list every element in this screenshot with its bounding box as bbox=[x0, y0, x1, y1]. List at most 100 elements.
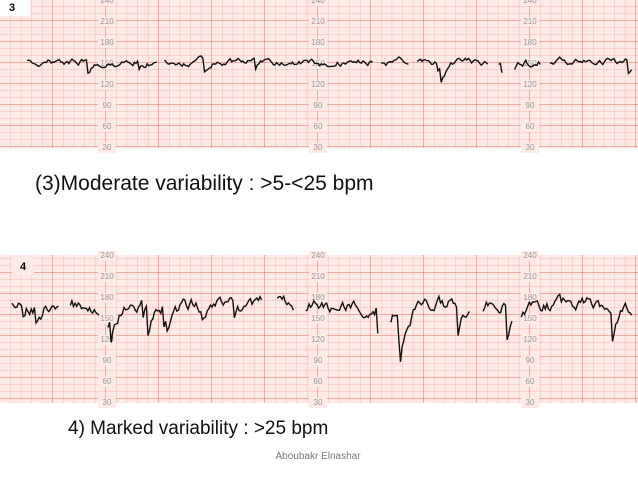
scale-bg bbox=[309, 251, 327, 261]
scale-label: 240 bbox=[100, 0, 114, 5]
scale-bg bbox=[309, 101, 327, 111]
scale-bg bbox=[521, 398, 539, 408]
scale-label: 60 bbox=[526, 122, 535, 131]
scale-bg bbox=[309, 272, 327, 282]
scale-bg bbox=[521, 0, 539, 6]
scale-label: 120 bbox=[311, 80, 325, 89]
scale-bg bbox=[309, 143, 327, 153]
scale-label: 210 bbox=[311, 272, 325, 281]
scale-bg bbox=[309, 80, 327, 90]
scale-bg bbox=[521, 293, 539, 303]
scale-bg bbox=[98, 377, 116, 387]
scale-label: 30 bbox=[526, 143, 535, 152]
scale-label: 150 bbox=[311, 314, 325, 323]
scale-bg bbox=[309, 38, 327, 48]
scale-bg bbox=[98, 356, 116, 366]
scale-label: 120 bbox=[100, 335, 114, 344]
scale-label: 30 bbox=[526, 398, 535, 407]
scale-bg bbox=[521, 356, 539, 366]
scale-bg bbox=[309, 0, 327, 6]
author: Aboubakr Elnashar bbox=[275, 451, 361, 462]
scale-label: 120 bbox=[523, 335, 537, 344]
scale-bg bbox=[98, 143, 116, 153]
traces: 240 210 180 150 120 90 60 30 240 210 180 150 120 90 60… bbox=[11, 0, 633, 408]
scale-label: 180 bbox=[100, 293, 114, 302]
scale-bg bbox=[98, 80, 116, 90]
scale-label: 210 bbox=[311, 17, 325, 26]
fhr-trace bbox=[11, 293, 633, 362]
scale-label: 240 bbox=[523, 0, 537, 5]
scale-label: 150 bbox=[100, 59, 114, 68]
scale-bg bbox=[521, 377, 539, 387]
scale-bg bbox=[98, 17, 116, 27]
scale-label: 180 bbox=[311, 38, 325, 47]
scale-label: 180 bbox=[523, 293, 537, 302]
scale-bg bbox=[309, 377, 327, 387]
scale-label: 120 bbox=[523, 80, 537, 89]
scale-bg bbox=[98, 101, 116, 111]
scale-label: 210 bbox=[100, 17, 114, 26]
strip-label: 3 bbox=[9, 2, 15, 14]
scale-bg bbox=[98, 0, 116, 6]
scale-bg bbox=[521, 17, 539, 27]
scale-bg bbox=[521, 101, 539, 111]
fhr-trace bbox=[26, 55, 633, 83]
scale-bg bbox=[521, 38, 539, 48]
scale-bg bbox=[521, 59, 539, 69]
scale-label: 90 bbox=[526, 356, 535, 365]
scale-label: 210 bbox=[523, 17, 537, 26]
scale-label: 60 bbox=[103, 122, 112, 131]
scale-bg bbox=[521, 272, 539, 282]
scale-bg bbox=[98, 314, 116, 324]
scale-label: 90 bbox=[103, 356, 112, 365]
scale-bg bbox=[309, 398, 327, 408]
scale-bg bbox=[521, 143, 539, 153]
scale-label: 120 bbox=[100, 80, 114, 89]
scale-bg bbox=[98, 293, 116, 303]
scale-bg bbox=[309, 314, 327, 324]
scale-bg bbox=[521, 122, 539, 132]
scale-label: 30 bbox=[103, 143, 112, 152]
scale-bg bbox=[309, 293, 327, 303]
scale-label: 210 bbox=[100, 272, 114, 281]
scale-bg bbox=[521, 314, 539, 324]
scale-label: 60 bbox=[526, 377, 535, 386]
scale-bg bbox=[98, 251, 116, 261]
scale-label: 150 bbox=[100, 314, 114, 323]
scale-bg bbox=[98, 38, 116, 48]
scale-bg bbox=[309, 335, 327, 345]
scale-bg bbox=[521, 335, 539, 345]
scale-label: 240 bbox=[523, 251, 537, 260]
scale-bg bbox=[98, 398, 116, 408]
scale-bg bbox=[98, 335, 116, 345]
caption: (3)Moderate variability : >5-<25 bpm bbox=[35, 172, 374, 195]
scale-label: 180 bbox=[523, 38, 537, 47]
scale-label: 210 bbox=[523, 272, 537, 281]
scale-label: 120 bbox=[311, 335, 325, 344]
strip-label: 4 bbox=[20, 261, 27, 273]
scale-label: 180 bbox=[311, 293, 325, 302]
caption: 4) Marked variability : >25 bpm bbox=[68, 418, 328, 439]
scale-bg bbox=[309, 356, 327, 366]
scale-label: 150 bbox=[523, 59, 537, 68]
scale-label: 30 bbox=[103, 398, 112, 407]
scale-label: 150 bbox=[523, 314, 537, 323]
scale-label: 90 bbox=[526, 101, 535, 110]
scale-bg bbox=[98, 122, 116, 132]
scale-bg bbox=[521, 251, 539, 261]
scale-label: 90 bbox=[103, 101, 112, 110]
scale-label: 240 bbox=[311, 251, 325, 260]
label-box bbox=[0, 0, 30, 16]
scale-label: 30 bbox=[314, 398, 323, 407]
scale-bg bbox=[309, 122, 327, 132]
scale-label: 60 bbox=[103, 377, 112, 386]
scale-bg bbox=[521, 80, 539, 90]
scale-label: 90 bbox=[314, 101, 323, 110]
scale-bg bbox=[309, 17, 327, 27]
scale-label: 90 bbox=[314, 356, 323, 365]
scale-bg bbox=[98, 272, 116, 282]
scale-label: 60 bbox=[314, 122, 323, 131]
scale-label: 60 bbox=[314, 377, 323, 386]
label-box bbox=[12, 257, 34, 275]
